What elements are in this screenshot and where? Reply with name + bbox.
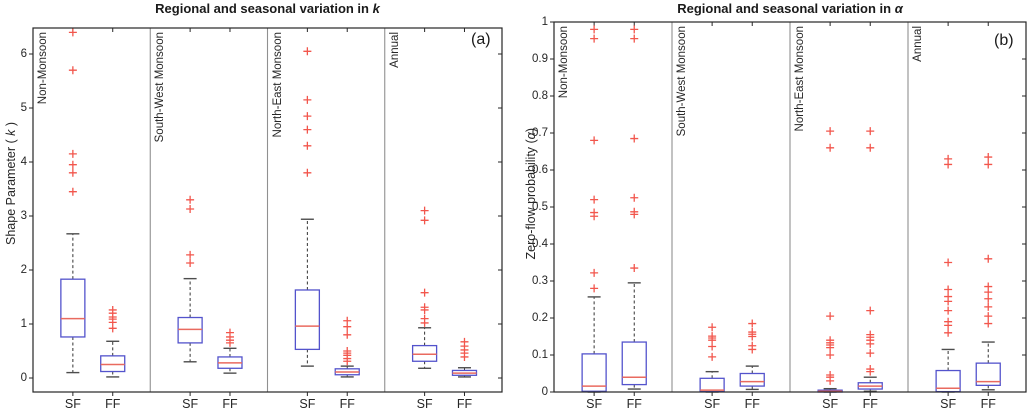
y-tick-label: 0.1 <box>532 349 548 361</box>
y-tick-label: 0.8 <box>532 90 548 102</box>
y-tick-label: 2 <box>20 264 27 276</box>
outlier-markers <box>460 337 469 361</box>
outlier-markers <box>630 25 639 273</box>
panel-b-title: Regional and seasonal variation in α <box>554 1 1026 19</box>
y-tick-label: 0.7 <box>532 127 548 139</box>
y-tick-label: 3 <box>20 210 27 222</box>
y-tick-label: 0.6 <box>532 164 548 176</box>
y-tick-label: 0.4 <box>532 238 548 250</box>
x-tick-label-sf: SF <box>299 397 316 411</box>
outlier-markers <box>708 323 717 361</box>
x-tick-label-ff: FF <box>862 397 878 411</box>
x-tick-label-ff: FF <box>744 397 760 411</box>
panel-a-ylabel-post: ) <box>4 122 18 130</box>
y-tick-label: 0.2 <box>532 312 548 324</box>
y-tick-label: 5 <box>20 102 27 114</box>
outlier-markers <box>866 127 875 376</box>
x-tick-label-ff: FF <box>339 397 355 411</box>
y-tick-label: 0.3 <box>532 275 548 287</box>
x-tick-label-sf: SF <box>940 397 957 411</box>
x-tick-label-sf: SF <box>822 397 839 411</box>
y-tick-label: 0 <box>541 386 548 398</box>
y-tick-label: 0 <box>20 372 27 384</box>
region-label-non-monsoon: Non-Monsoon <box>37 32 49 105</box>
x-tick-label-ff: FF <box>980 397 996 411</box>
y-tick-label: 1 <box>20 318 27 330</box>
region-label-annual: Annual <box>388 32 401 68</box>
x-tick-label-sf: SF <box>182 397 199 411</box>
outlier-markers <box>984 153 993 328</box>
iqr-box <box>975 362 1001 386</box>
outlier-markers <box>748 319 757 354</box>
outlier-markers <box>944 154 953 337</box>
outlier-markers <box>420 206 429 327</box>
region-label-south-west-monsoon: South-West Monsoon <box>154 32 167 143</box>
outlier-markers <box>303 47 312 177</box>
iqr-box <box>177 316 203 344</box>
panel-a-title-variable: k <box>372 1 380 16</box>
panel-a-ylabel-variable: k <box>4 129 18 136</box>
outlier-markers <box>590 25 599 293</box>
outlier-markers <box>343 316 352 366</box>
iqr-box <box>100 355 126 373</box>
panel-a-title: Regional and seasonal variation in k <box>33 1 502 19</box>
axes-frame <box>32 27 503 393</box>
outlier-markers <box>225 328 234 347</box>
iqr-box <box>411 344 438 362</box>
panel-b-title-text: Regional and seasonal variation in <box>677 1 895 16</box>
panel-b-title-variable: α <box>894 1 903 16</box>
iqr-box <box>739 372 765 387</box>
iqr-box <box>581 353 607 392</box>
y-tick-label: 1 <box>541 16 548 28</box>
iqr-box <box>621 341 647 386</box>
region-label-south-west-monsoon: South-West Monsoon <box>676 26 688 137</box>
y-tick-label: 0.5 <box>532 201 548 213</box>
outlier-markers <box>826 127 835 385</box>
x-tick-label-sf: SF <box>586 397 603 411</box>
x-tick-label-ff: FF <box>105 397 121 411</box>
outlier-markers <box>186 195 195 267</box>
panel-b-letter: (b) <box>994 32 1014 49</box>
x-tick-label-ff: FF <box>456 397 473 411</box>
y-tick-label: 6 <box>20 48 27 60</box>
region-label-non-monsoon: Non-Monsoon <box>558 26 570 99</box>
panel-a-letter: (a) <box>471 31 491 48</box>
outlier-markers <box>108 305 117 333</box>
region-label-north-east-monsoon: North-East Monsoon <box>794 26 806 132</box>
region-label-annual: Annual <box>912 26 924 62</box>
panel-a-y-axis-label: Shape Parameter ( k ) <box>4 122 18 245</box>
iqr-box <box>294 289 321 351</box>
iqr-box <box>60 278 86 338</box>
x-tick-label-sf: SF <box>704 397 721 411</box>
axes-frame <box>553 21 1027 393</box>
y-tick-label: 4 <box>20 156 27 168</box>
panel-a-title-text: Regional and seasonal variation in <box>155 1 373 16</box>
x-tick-label-ff: FF <box>222 397 238 411</box>
outlier-markers <box>68 28 77 196</box>
x-tick-label-sf: SF <box>416 397 433 411</box>
x-tick-label-sf: SF <box>64 397 81 411</box>
y-tick-label: 0.9 <box>532 53 548 65</box>
region-label-north-east-monsoon: North-East Monsoon <box>271 32 284 138</box>
x-tick-label-ff: FF <box>626 397 642 411</box>
panel-a-ylabel-pre: Shape Parameter ( <box>4 135 18 245</box>
